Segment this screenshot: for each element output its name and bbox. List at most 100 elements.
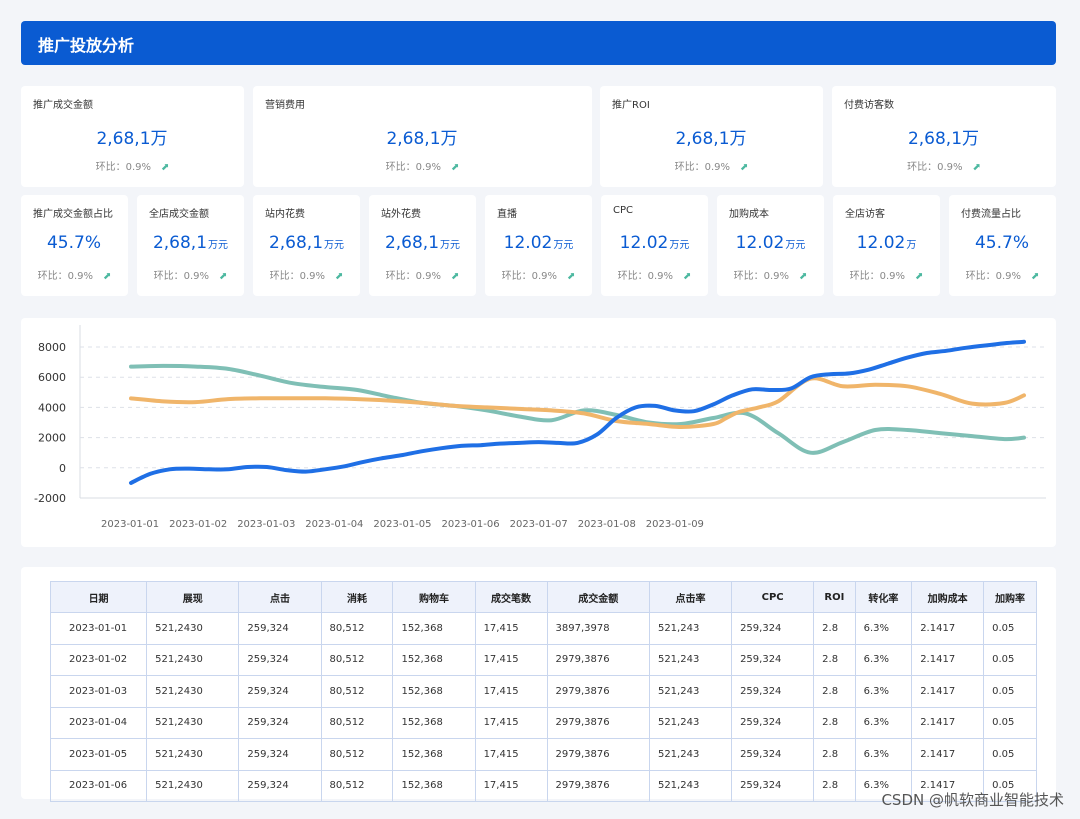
kpi-value: 2,68,1万 [907, 129, 980, 149]
kpi-card: 付费访客数 2,68,1万 环比：0.9% ⬈ [832, 86, 1056, 187]
table-cell: 259,324 [731, 769, 815, 802]
table-cell: 80,512 [320, 769, 394, 802]
table-cell: 6.3% [854, 675, 913, 708]
kpi-value: 12.02万元 [735, 233, 806, 253]
table-cell: 259,324 [731, 675, 815, 708]
kpi-card: 加购成本 12.02万元 环比：0.9% ⬈ [717, 195, 824, 296]
table-cell: 2979,3876 [546, 675, 650, 708]
table-cell: 2023-01-03 [49, 675, 148, 708]
table-cell: 259,324 [731, 612, 815, 645]
arrow-up-icon: ⬈ [161, 162, 170, 173]
table-cell: 152,368 [392, 643, 476, 676]
arrow-up-icon: ⬈ [972, 162, 981, 173]
kpi-unit: 万元 [669, 240, 690, 251]
kpi-card: CPC 12.02万元环比：0.9% ⬈ [601, 195, 708, 296]
table-cell: 2979,3876 [546, 706, 650, 739]
table-cell: 6.3% [854, 738, 913, 771]
kpi-unit: 万元 [324, 240, 345, 251]
table-header-cell: 转化率 [854, 581, 913, 613]
x-tick-label: 2023-01-07 [510, 519, 568, 530]
table-cell: 0.05 [983, 769, 1037, 802]
table-cell: 3897,3978 [546, 612, 650, 645]
table-cell: 6.3% [854, 706, 913, 739]
table-cell: 259,324 [238, 738, 322, 771]
y-tick-label: 2000 [38, 432, 66, 445]
kpi-card: 推广成交金额 2,68,1万 环比：0.9% ⬈ [21, 86, 244, 187]
table-header-cell: 点击 [238, 581, 322, 613]
kpi-change: 环比：0.9% ⬈ [965, 271, 1040, 282]
kpi-title: 付费流量占比 [961, 209, 1021, 220]
kpi-title: 推广ROI [612, 100, 650, 111]
x-tick-label: 2023-01-02 [169, 519, 227, 530]
kpi-title: 推广成交金额 [33, 100, 93, 111]
arrow-up-icon: ⬈ [103, 271, 112, 282]
table-cell: 80,512 [320, 612, 394, 645]
kpi-title: 站外花费 [381, 209, 421, 220]
kpi-value: 12.02万元 [619, 233, 690, 253]
table-cell: 0.05 [983, 612, 1037, 645]
kpi-change: 环比：0.9% ⬈ [907, 162, 981, 173]
table-cell: 2.1417 [911, 675, 985, 708]
x-tick-label: 2023-01-01 [101, 519, 159, 530]
kpi-change: 环比：0.9% ⬈ [733, 271, 808, 282]
x-tick-label: 2023-01-06 [442, 519, 500, 530]
table-cell: 2.1417 [911, 738, 985, 771]
table-cell: 521,243 [648, 706, 733, 739]
table-cell: 152,368 [392, 675, 476, 708]
table-header-cell: 成交笔数 [474, 581, 548, 613]
kpi-change: 环比：0.9% ⬈ [501, 271, 576, 282]
kpi-card: 站内花费 2,68,1万元 环比：0.9% ⬈ [253, 195, 360, 296]
table-cell: 2.1417 [911, 643, 985, 676]
table-cell: 521,2430 [146, 612, 240, 645]
table-cell: 17,415 [474, 706, 548, 739]
kpi-change: 环比：0.9% ⬈ [674, 162, 749, 173]
table-header-row: 日期 展现 点击 消耗 购物车 成交笔数 成交金额 点击率 CPC ROI 转化率 加购成本 加购率 [49, 581, 1037, 613]
table-row: 2023-01-06 521,2430 259,324 80,512 152,368 17… [49, 769, 1037, 802]
table-cell: 17,415 [474, 769, 548, 802]
table-cell: 2023-01-02 [49, 643, 148, 676]
table-header-cell: CPC [731, 581, 815, 613]
kpi-change: 环比：0.9% ⬈ [849, 271, 924, 282]
kpi-title: CPC [613, 205, 633, 216]
table-cell: 2.1417 [911, 769, 985, 802]
kpi-card: 直播 12.02万元 环比：0.9% ⬈ [485, 195, 592, 296]
table-cell: 2023-01-04 [49, 706, 148, 739]
table-header-cell: 成交金额 [546, 581, 650, 613]
kpi-value: 2,68,1万元 [268, 233, 345, 253]
page-header: 推广投放分析 [21, 21, 1056, 65]
arrow-up-icon: ⬈ [915, 271, 924, 282]
kpi-value: 2,68,1万元 [152, 233, 229, 253]
table-row: 2023-01-01 521,2430 259,324 80,512 152,368 17… [49, 612, 1037, 645]
table-cell: 2979,3876 [546, 769, 650, 802]
table-cell: 6.3% [854, 769, 913, 802]
kpi-title: 推广成交金额占比 [33, 209, 113, 220]
table-cell: 2979,3876 [546, 738, 650, 771]
table-cell: 2.8 [813, 675, 856, 708]
kpi-change: 环比：0.9% ⬈ [617, 271, 692, 282]
table-cell: 2.1417 [911, 706, 985, 739]
table-cell: 521,243 [648, 769, 733, 802]
table-cell: 259,324 [731, 738, 815, 771]
table-row: 2023-01-04 521,2430 259,324 80,512 152,368 17… [49, 706, 1037, 739]
kpi-card: 推广成交金额占比 45.7% 环比：0.9% ⬈ [21, 195, 128, 296]
arrow-up-icon: ⬈ [567, 271, 576, 282]
arrow-up-icon: ⬈ [740, 162, 749, 173]
table-cell: 17,415 [474, 643, 548, 676]
table-cell: 152,368 [392, 769, 476, 802]
table-cell: 0.05 [983, 738, 1037, 771]
arrow-up-icon: ⬈ [451, 271, 460, 282]
kpi-title: 全店访客 [845, 209, 885, 220]
table-cell: 6.3% [854, 612, 913, 645]
page-title: 推广投放分析 [38, 36, 135, 55]
x-tick-label: 2023-01-05 [373, 519, 431, 530]
y-tick-label: -2000 [34, 492, 66, 505]
table-header-cell: 消耗 [320, 581, 394, 613]
kpi-change: 环比：0.9% ⬈ [95, 162, 170, 173]
table-cell: 2023-01-06 [49, 769, 148, 802]
table-cell: 80,512 [320, 706, 394, 739]
table-header-cell: 日期 [49, 581, 148, 613]
table-cell: 521,2430 [146, 675, 240, 708]
table-cell: 80,512 [320, 738, 394, 771]
kpi-value: 2,68,1万元 [384, 233, 461, 253]
kpi-title: 站内花费 [265, 209, 305, 220]
